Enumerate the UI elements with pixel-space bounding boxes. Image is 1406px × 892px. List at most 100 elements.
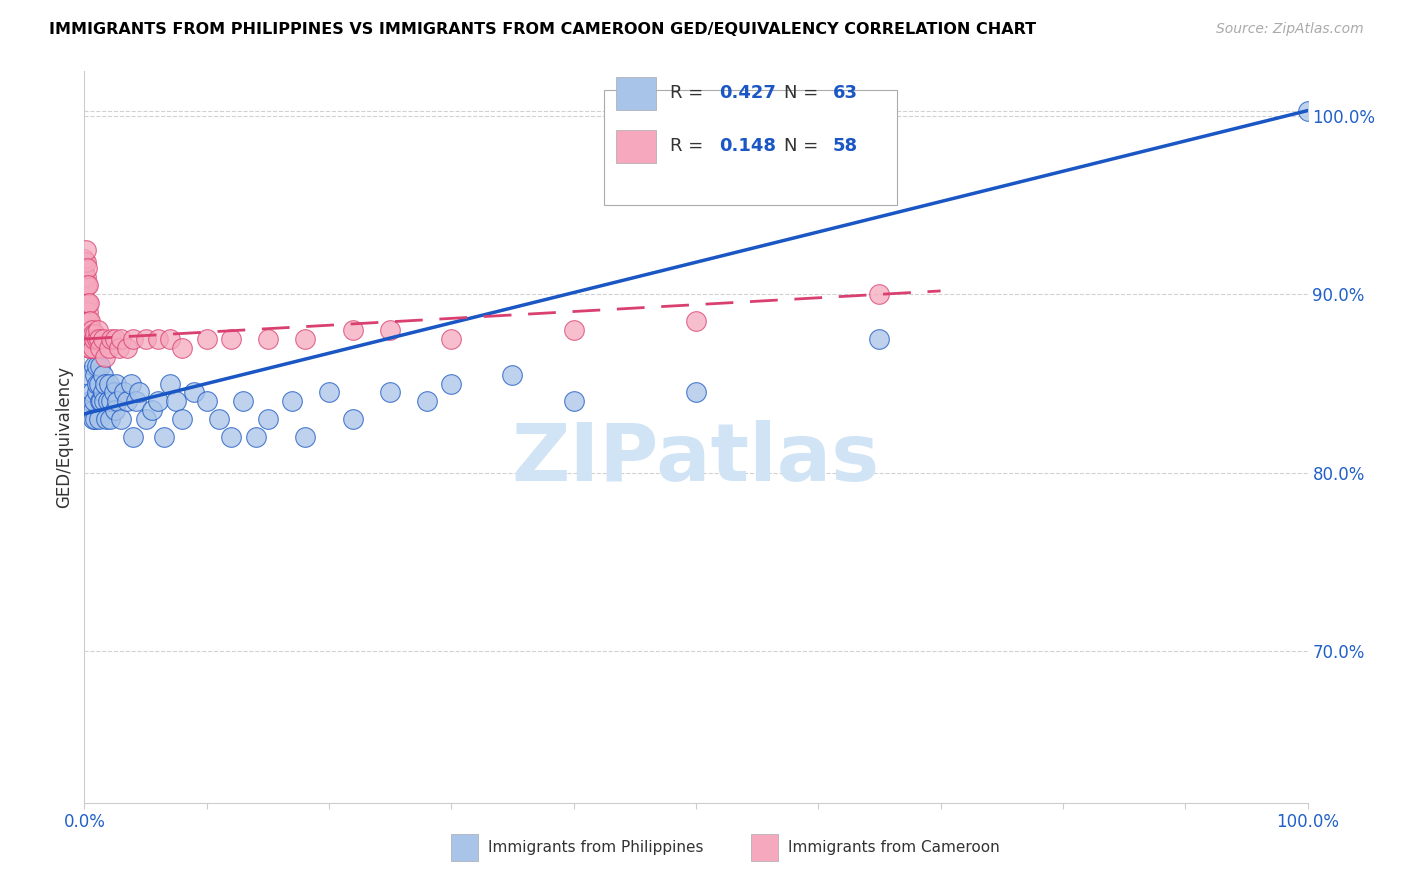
Point [77,278,100,293]
Point [342,323,364,337]
Point [75,255,97,269]
Point [77,332,100,346]
Point [562,323,585,337]
Point [76,260,98,275]
Point [183,385,205,400]
Point [135,412,157,426]
Point [105,394,128,409]
Point [172,412,194,426]
Point [1296,103,1319,118]
Point [219,430,242,444]
Point [104,332,127,346]
Point [141,403,163,417]
FancyBboxPatch shape [605,90,897,205]
Point [97,341,120,355]
Point [73,269,96,284]
Point [115,394,138,409]
Point [128,385,150,400]
Text: R =: R = [671,137,709,155]
Point [87,376,110,391]
Point [87,323,110,337]
Point [125,394,148,409]
Point [76,314,98,328]
Point [294,430,316,444]
Point [112,385,135,400]
Point [159,376,181,391]
Point [80,323,103,337]
Point [685,385,707,400]
Text: IMMIGRANTS FROM PHILIPPINES VS IMMIGRANTS FROM CAMEROON GED/EQUIVALENCY CORRELAT: IMMIGRANTS FROM PHILIPPINES VS IMMIGRANT… [49,22,1036,37]
Point [93,394,115,409]
Point [77,314,100,328]
Point [75,243,97,257]
Point [380,385,402,400]
FancyBboxPatch shape [616,130,655,163]
Point [195,394,218,409]
Point [195,332,218,346]
Point [380,323,402,337]
Point [135,332,157,346]
Point [83,332,105,346]
Point [245,430,267,444]
Point [76,296,98,310]
Point [115,341,138,355]
Point [84,368,107,382]
Point [89,394,111,409]
Point [107,341,129,355]
FancyBboxPatch shape [751,833,778,862]
Point [257,332,280,346]
Point [100,332,122,346]
Point [146,332,169,346]
Text: Source: ZipAtlas.com: Source: ZipAtlas.com [1216,22,1364,37]
Point [77,368,100,382]
Point [294,332,316,346]
Point [208,412,231,426]
Point [440,376,463,391]
Point [97,376,120,391]
Point [83,394,105,409]
Point [110,412,132,426]
Point [75,269,97,284]
Point [122,332,145,346]
Point [120,376,142,391]
Point [232,394,254,409]
Point [82,403,104,417]
Point [80,385,103,400]
Point [82,326,104,341]
Point [77,341,100,355]
Point [89,341,111,355]
Point [342,412,364,426]
Point [94,376,117,391]
Point [86,359,108,373]
Point [82,341,104,355]
Point [73,252,96,266]
Point [153,430,176,444]
Point [75,278,97,293]
Point [869,332,891,346]
Point [165,394,187,409]
Point [440,332,463,346]
Point [79,341,101,355]
Point [91,368,114,382]
Point [84,412,107,426]
Text: ZIPatlas: ZIPatlas [512,420,880,498]
Text: Immigrants from Cameroon: Immigrants from Cameroon [787,840,1000,855]
Point [110,332,132,346]
Text: 0.148: 0.148 [720,137,776,155]
Point [318,385,340,400]
Point [257,412,280,426]
Point [87,412,110,426]
Point [105,376,128,391]
Point [146,394,169,409]
Point [172,341,194,355]
Point [104,403,127,417]
Point [84,326,107,341]
Point [73,282,96,296]
Point [159,332,181,346]
FancyBboxPatch shape [616,78,655,110]
Point [87,332,110,346]
Point [96,412,118,426]
Text: N =: N = [785,137,824,155]
Text: R =: R = [671,85,709,103]
Point [98,412,121,426]
